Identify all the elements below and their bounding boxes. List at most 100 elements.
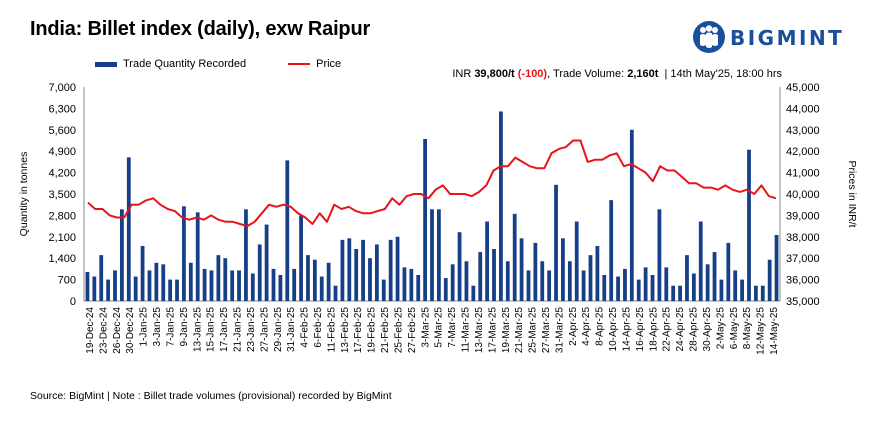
bar-quantity	[333, 285, 338, 301]
bar-quantity	[133, 276, 138, 301]
bar-quantity	[747, 149, 751, 301]
logo-text: BIGMINT	[730, 26, 845, 50]
bar-quantity	[354, 249, 359, 301]
x-tick-label: 25-Feb-25	[394, 307, 405, 354]
x-tick-label: 28-Apr-25	[689, 307, 700, 352]
bar-quantity	[430, 209, 434, 301]
bar-quantity	[402, 267, 407, 301]
bar-quantity	[540, 261, 545, 301]
bar-quantity	[423, 138, 428, 301]
legend-label-price: Price	[316, 58, 342, 70]
bar-quantity	[106, 279, 111, 301]
x-tick-label: 25-Mar-25	[528, 307, 539, 354]
y-tick-right-label: 38,000	[786, 232, 820, 244]
x-tick-label: 17-Mar-25	[487, 307, 498, 354]
bar-quantity	[250, 273, 255, 301]
x-tick-label: 3-Jan-25	[152, 307, 163, 347]
bar-quantity	[499, 111, 503, 301]
y-tick-right-label: 41,000	[786, 168, 820, 180]
x-tick-label: 14-May-25	[769, 307, 780, 355]
bar-quantity	[526, 270, 531, 301]
x-tick-label: 1-Jan-25	[139, 307, 150, 347]
x-tick-label: 19-Feb-25	[367, 307, 378, 354]
x-tick-label: 19-Mar-25	[501, 307, 512, 354]
x-tick-label: 10-Apr-25	[608, 307, 619, 352]
bar-quantity	[264, 224, 269, 301]
bar-quantity	[202, 268, 207, 301]
x-tick-label: 19-Dec-24	[85, 307, 96, 354]
y-tick-left-label: 4,200	[48, 168, 76, 180]
y-tick-right-label: 36,000	[786, 275, 820, 287]
bar-quantity	[374, 244, 379, 301]
x-tick-label: 7-Mar-25	[447, 307, 458, 348]
bar-quantity	[99, 255, 104, 301]
bar-quantity	[705, 264, 710, 301]
y-tick-left-label: 3,500	[48, 189, 76, 201]
bar-quantity	[347, 238, 352, 301]
bar-quantity	[278, 275, 283, 301]
y-tick-left-label: 700	[58, 275, 76, 287]
x-tick-label: 3-Mar-25	[420, 307, 431, 348]
x-tick-label: 17-Jan-25	[219, 307, 230, 352]
bar-quantity	[120, 209, 124, 301]
bar-quantity	[726, 242, 731, 301]
bar-quantity	[547, 270, 552, 301]
info-volume: 2,160t	[627, 68, 659, 80]
bar-quantity	[629, 129, 634, 301]
price-line	[87, 139, 777, 228]
chart-title: India: Billet index (daily), exw Raipur	[30, 18, 371, 40]
x-tick-label: 4-Apr-25	[581, 307, 592, 346]
bar-quantity	[561, 238, 565, 301]
bar-quantity	[326, 262, 331, 301]
bar-quantity	[388, 239, 393, 301]
x-tick-label: 27-Feb-25	[407, 307, 418, 354]
x-tick-label: 11-Mar-25	[461, 307, 472, 353]
x-tick-label: 21-Feb-25	[380, 307, 391, 354]
bar-quantity	[126, 157, 131, 301]
bar-quantity	[650, 275, 655, 301]
x-tick-label: 30-Dec-24	[125, 307, 136, 354]
x-tick-label: 29-Jan-25	[273, 307, 284, 352]
y-tick-right-label: 35,000	[786, 296, 820, 308]
bar-quantity	[760, 285, 765, 301]
bar-quantity	[244, 209, 248, 301]
bar-quantity	[257, 244, 262, 301]
bar-quantity	[602, 275, 607, 301]
bar-quantity	[161, 264, 166, 301]
bar-quantity	[753, 285, 758, 301]
bar-quantity	[554, 184, 558, 301]
x-tick-label: 22-Apr-25	[662, 307, 673, 352]
info-timestamp: | 14th May'25, 18:00 hrs	[658, 68, 782, 80]
bar-quantity	[443, 278, 448, 301]
y-tick-left-label: 2,100	[48, 232, 76, 244]
x-tick-label: 5-Mar-25	[434, 307, 445, 348]
bar-quantity	[381, 279, 386, 301]
x-tick-label: 15-Jan-25	[206, 307, 217, 352]
price-info: INR 39,800/t (-100), Trade Volume: 2,160…	[452, 68, 782, 80]
x-tick-label: 30-Apr-25	[702, 307, 713, 352]
x-tick-label: 24-Apr-25	[675, 307, 686, 352]
y-tick-left-label: 2,800	[48, 210, 76, 222]
bar-quantity	[609, 200, 614, 301]
legend-label-quantity: Trade Quantity Recorded	[123, 58, 247, 70]
bar-quantity	[623, 268, 627, 301]
bar-quantity	[581, 270, 586, 301]
bar-quantity	[271, 268, 276, 301]
bar-quantity	[154, 262, 159, 301]
info-prefix: INR	[452, 68, 475, 80]
legend-swatch-bar	[95, 61, 117, 67]
x-tick-label: 12-May-25	[756, 307, 767, 355]
info-volume-text: , Trade Volume:	[547, 68, 628, 80]
bar-quantity	[588, 255, 593, 301]
bar-quantity	[361, 239, 365, 301]
bar-quantity	[299, 215, 303, 301]
bar-quantity	[368, 258, 372, 301]
bigmint-people-icon	[693, 21, 725, 53]
bar-quantity	[767, 259, 772, 301]
bar-quantity	[319, 276, 324, 301]
bar-quantity	[643, 267, 648, 301]
bar-quantity	[533, 242, 538, 301]
x-tick-label: 8-May-25	[742, 307, 753, 350]
chart-legend: Trade Quantity Recorded Price	[95, 58, 383, 70]
bar-quantity	[657, 209, 662, 301]
